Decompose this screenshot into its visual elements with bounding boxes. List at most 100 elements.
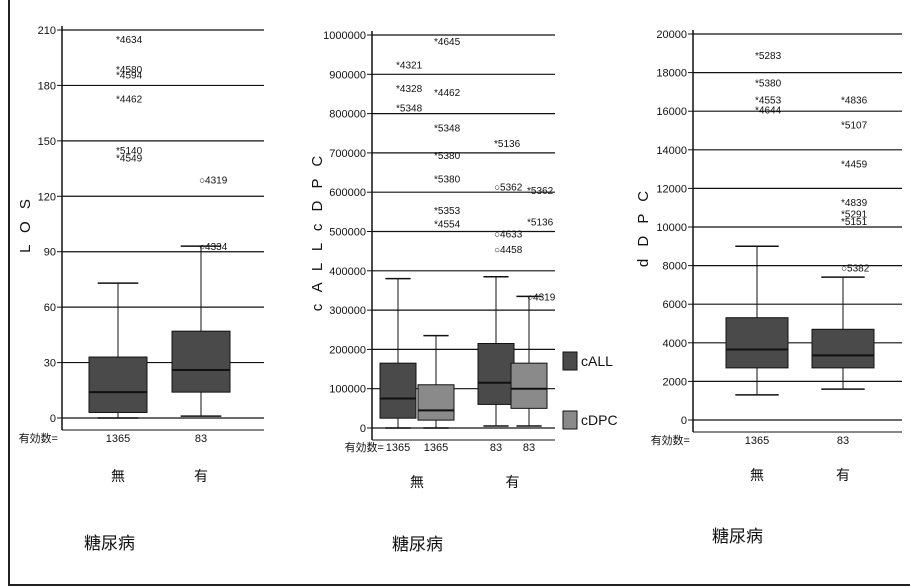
y-tick-label: 120	[38, 191, 56, 203]
box-iqr	[417, 384, 455, 421]
outlier-label: ○5362	[494, 182, 523, 193]
category-label: 無	[410, 474, 424, 490]
outlier-label: ○4458	[494, 245, 523, 256]
chart-panel-2	[367, 31, 555, 441]
outlier-label: *5107	[841, 121, 868, 132]
y-tick-label: 0	[50, 413, 56, 425]
outlier-label: *4321	[396, 60, 423, 71]
count-value: 1365	[745, 435, 769, 447]
outlier-label: ○4633	[494, 229, 523, 240]
outlier-label: *4553	[755, 96, 782, 107]
y-axis-title: d D P C	[635, 187, 652, 267]
y-axis-title: c A L L c D P C	[309, 152, 326, 312]
y-tick-label: 60	[44, 302, 56, 314]
y-tick-label: 12000	[656, 183, 687, 195]
y-tick-label: 900000	[329, 69, 366, 81]
count-label: 有効数=	[19, 431, 58, 445]
outlier-label: *5348	[434, 123, 461, 134]
group-label: 糖尿病	[712, 527, 763, 546]
outlier-label: *4462	[116, 94, 143, 105]
y-tick-label: 0	[681, 415, 687, 427]
outlier-label: *4839	[841, 198, 868, 209]
count-value: 1365	[424, 442, 448, 454]
count-value: 83	[837, 435, 849, 447]
box-iqr	[477, 343, 515, 405]
outlier-label: *5283	[755, 51, 782, 62]
chart-panel-3	[688, 30, 902, 433]
y-tick-label: 10000	[656, 222, 687, 234]
count-value: 83	[195, 433, 207, 445]
y-tick-label: 600000	[329, 187, 366, 199]
outlier-label: *4549	[116, 153, 143, 164]
box-cDPC-1	[510, 295, 548, 427]
y-tick-label: 20000	[656, 29, 687, 41]
count-value: 1365	[386, 442, 410, 454]
outlier-label: ○4334	[199, 242, 228, 253]
outlier-label: *5348	[396, 104, 423, 115]
figure-frame	[8, 0, 910, 586]
box-series-1	[171, 245, 231, 417]
y-tick-label: 90	[44, 247, 56, 259]
category-label: 有	[506, 474, 520, 490]
legend-label: cDPC	[581, 412, 618, 428]
outlier-label: *5140	[116, 146, 143, 157]
outlier-label: *5291	[841, 209, 868, 220]
outlier-label: *4644	[755, 105, 782, 116]
outlier-label: ○4319	[199, 176, 228, 187]
y-tick-label: 4000	[663, 338, 687, 350]
group-label: 糖尿病	[84, 534, 135, 553]
y-tick-label: 400000	[329, 266, 366, 278]
outlier-label: *5380	[755, 78, 782, 89]
y-tick-label: 6000	[663, 299, 687, 311]
category-label: 無	[111, 468, 125, 484]
category-label: 有	[836, 467, 850, 483]
count-value: 83	[523, 442, 535, 454]
outlier-label: *4328	[396, 84, 423, 95]
box-iqr	[379, 362, 417, 419]
outlier-label: ○4319	[527, 292, 556, 303]
y-tick-label: 800000	[329, 109, 366, 121]
box-iqr	[725, 317, 789, 369]
count-label: 有効数=	[345, 440, 384, 454]
y-axis-title: L O S	[17, 195, 34, 253]
box-series-0	[88, 282, 148, 419]
outlier-label: *4645	[434, 37, 461, 48]
y-tick-label: 18000	[656, 68, 687, 80]
outlier-label: *5151	[841, 217, 868, 228]
y-tick-label: 14000	[656, 145, 687, 157]
outlier-label: *5362	[527, 186, 554, 197]
y-tick-label: 1000000	[323, 30, 366, 42]
count-label: 有効数=	[651, 433, 690, 447]
outlier-label: *4580	[116, 65, 143, 76]
box-iqr	[811, 328, 875, 369]
outlier-label: *5380	[434, 151, 461, 162]
box-series-1	[811, 276, 875, 390]
count-value: 1365	[106, 433, 130, 445]
y-tick-label: 100000	[329, 384, 366, 396]
box-iqr	[171, 330, 231, 393]
outlier-label: *4594	[116, 70, 143, 81]
outlier-label: *4462	[434, 88, 461, 99]
outlier-label: *5380	[434, 174, 461, 185]
outlier-label: *5136	[494, 139, 521, 150]
y-tick-label: 8000	[663, 261, 687, 273]
y-tick-label: 2000	[663, 376, 687, 388]
y-tick-label: 180	[38, 80, 56, 92]
box-cALL-1	[477, 275, 515, 427]
outlier-label: ○5382	[841, 264, 870, 275]
box-cALL-0	[379, 277, 417, 429]
y-tick-label: 16000	[656, 106, 687, 118]
y-tick-label: 210	[38, 25, 56, 37]
legend-swatch	[562, 410, 578, 430]
group-label: 糖尿病	[392, 535, 443, 554]
outlier-label: *4634	[116, 35, 143, 46]
category-label: 有	[194, 468, 208, 484]
outlier-label: *5136	[527, 218, 554, 229]
legend-label: cALL	[581, 353, 613, 369]
outlier-label: *5353	[434, 206, 461, 217]
box-series-0	[725, 245, 789, 396]
y-tick-label: 700000	[329, 148, 366, 160]
chart-panel-1	[57, 26, 264, 431]
legend-swatch	[562, 351, 578, 371]
box-cDPC-0	[417, 334, 455, 429]
